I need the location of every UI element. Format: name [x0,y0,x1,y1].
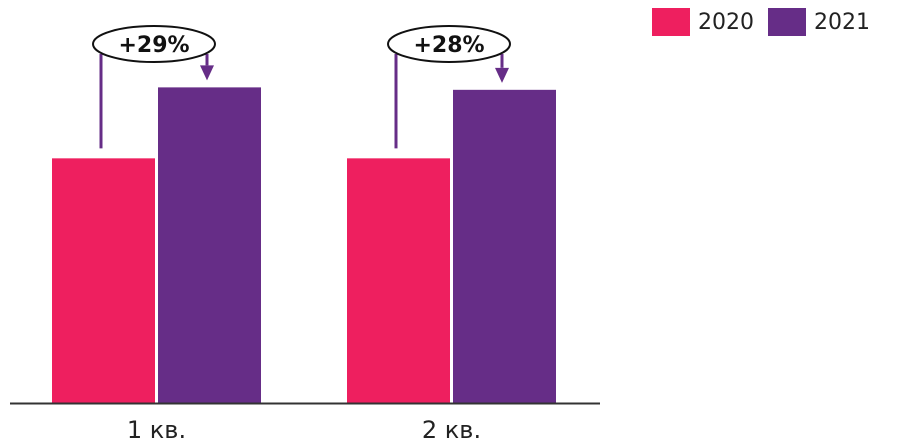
growth-arrow-head-2 [495,67,509,83]
bar-2021-1 [158,87,261,403]
legend-item-2020: 2020 [652,8,754,36]
growth-label-1: +29% [118,33,189,58]
legend-label-2020: 2020 [698,9,754,35]
growth-arrow-head-1 [200,65,214,81]
growth-bubble-1 [92,25,216,63]
legend-swatch-2021 [768,8,806,36]
bar-2020-2 [347,158,450,403]
growth-bubble-2 [387,25,511,63]
x-tick-label-1: 1 кв. [127,416,186,444]
legend-swatch-2020 [652,8,690,36]
growth-label-2: +28% [413,33,484,58]
bar-2021-2 [453,89,556,404]
legend-label-2021: 2021 [814,9,870,35]
x-tick-label-2: 2 кв. [422,416,481,444]
legend-item-2021: 2021 [768,8,870,36]
bar-2020-1 [52,158,155,403]
chart-legend: 2020 2021 [652,8,884,36]
